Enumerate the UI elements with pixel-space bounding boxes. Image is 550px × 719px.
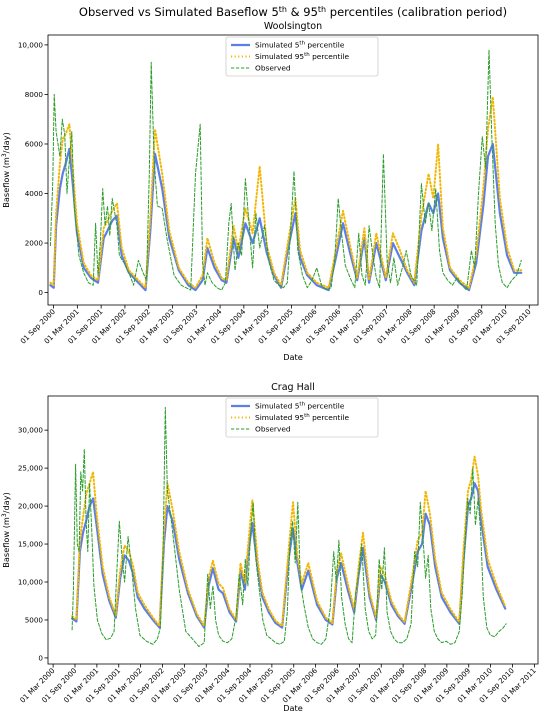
series-line-observed [49,49,522,291]
legend-label-observed: Observed [255,64,291,73]
y-tick-label: 0 [38,653,43,662]
y-tick-label: 30,000 [18,426,44,435]
y-tick-label: 5000 [25,615,44,624]
y-tick-label: 10,000 [18,578,44,587]
legend-label-observed: Observed [255,425,291,434]
axes-frame [47,34,539,306]
y-tick-label: 2000 [25,239,44,248]
series-line-observed [71,406,507,647]
series-group [70,406,507,647]
y-axis-label: Baseflow (m3/day) [1,132,11,207]
legend: Simulated 5th percentile Simulated 95th p… [225,397,379,438]
y-tick-label: 4000 [25,189,44,198]
y-axis-label: Baseflow (m3/day) [1,492,11,567]
legend-box [225,397,379,438]
axes-frame [47,395,539,665]
subplot-title: Crag Hall [271,382,315,393]
legend-box [225,36,379,77]
x-axis-label: Date [283,703,303,713]
series-line-sim95 [71,455,507,627]
series-group [49,49,523,292]
series-line-sim95 [49,95,523,289]
subplot-title: Woolsington [264,21,322,32]
x-axis-label: Date [283,352,303,362]
legend-label-sim95: Simulated 95th percentile [255,413,350,422]
y-tick-label: 20,000 [18,502,44,511]
y-tick-label: 8000 [25,90,44,99]
series-line-sim5 [70,482,507,629]
figure-title: Observed vs Simulated Baseflow 5th & 95t… [79,5,507,19]
y-tick-label: 0 [38,288,43,297]
y-tick-label: 25,000 [18,464,44,473]
legend-label-sim5: Simulated 5th percentile [255,41,345,50]
legend-label-sim5: Simulated 5th percentile [255,402,345,411]
y-tick-label: 15,000 [18,540,44,549]
legend: Simulated 5th percentile Simulated 95th p… [225,36,379,77]
series-line-sim5 [49,142,523,292]
legend-label-sim95: Simulated 95th percentile [255,52,350,61]
panel-crag-hall: Crag Hall 0 5000 10,000 15,000 20,000 25,000 30… [1,382,539,713]
y-tick-label: 10,000 [18,40,44,49]
y-tick-label: 6000 [25,139,44,148]
